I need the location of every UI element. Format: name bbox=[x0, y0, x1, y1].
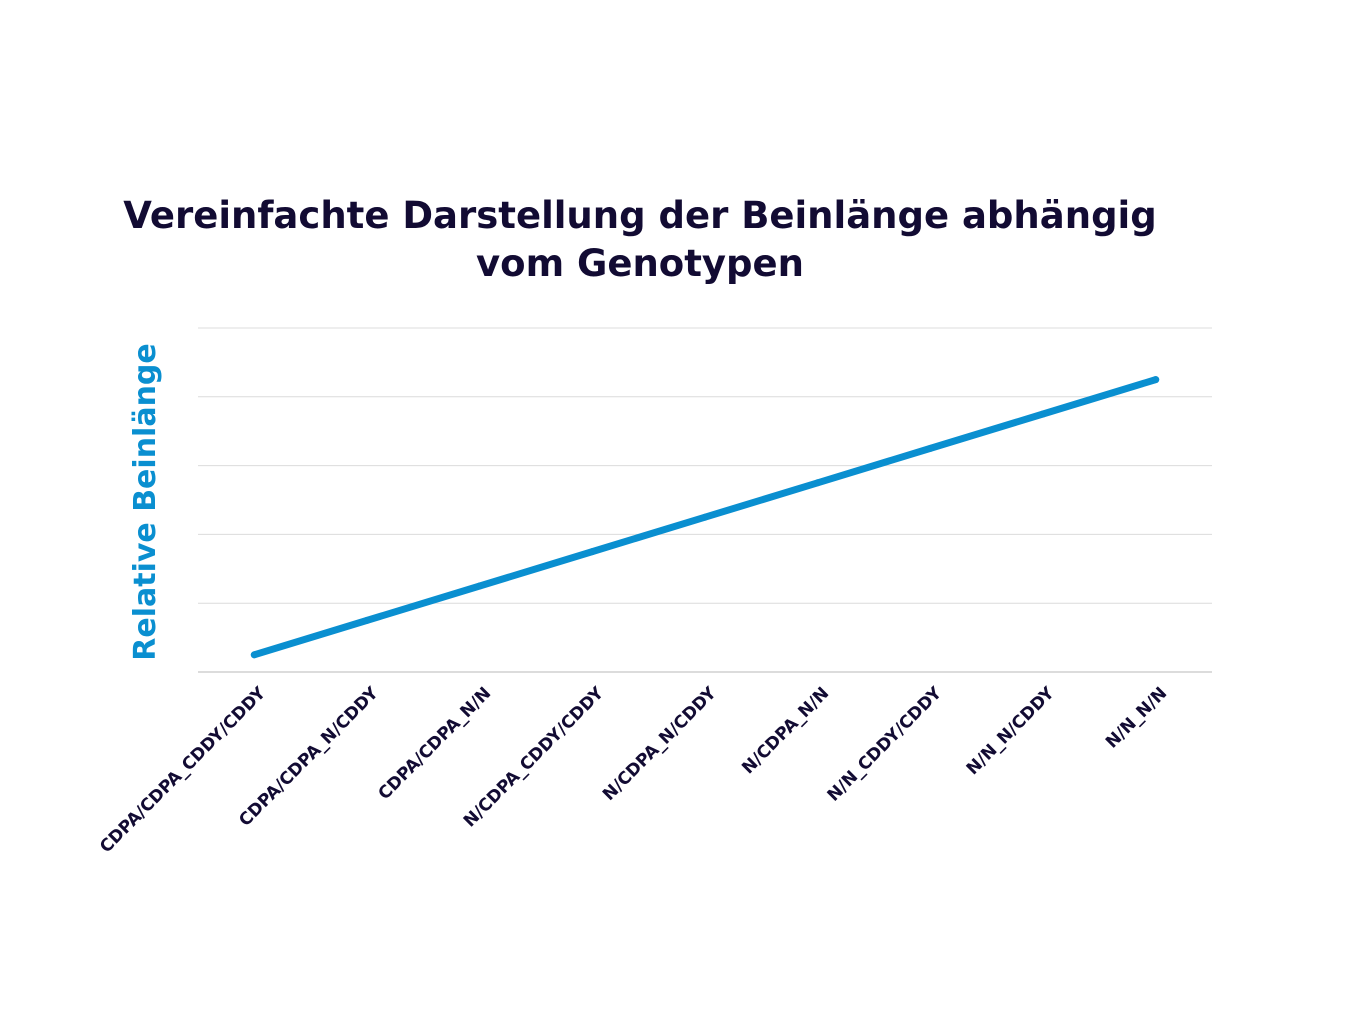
x-tick-label: N/CDPA_N/N bbox=[738, 683, 833, 778]
data-point bbox=[250, 651, 258, 659]
x-tick-label: CDPA/CDPA_CDDY/CDDY bbox=[96, 683, 270, 857]
chart-title-line-2: vom Genotypen bbox=[476, 242, 804, 285]
x-tick-label: N/N_N/CDDY bbox=[963, 683, 1059, 779]
data-point bbox=[363, 616, 371, 624]
data-point bbox=[701, 513, 709, 521]
data-point bbox=[588, 548, 596, 556]
y-axis-label: Relative Beinlänge bbox=[128, 343, 163, 661]
data-point bbox=[814, 479, 822, 487]
data-point bbox=[1152, 376, 1160, 384]
x-tick-label: N/N_N/N bbox=[1102, 683, 1171, 752]
series-layer bbox=[250, 376, 1160, 659]
x-tick-label: N/CDPA_N/CDDY bbox=[599, 683, 721, 805]
x-tick-label: N/N_CDDY/CDDY bbox=[824, 683, 947, 806]
x-tick-labels: CDPA/CDPA_CDDY/CDDYCDPA/CDPA_N/CDDYCDPA/… bbox=[96, 683, 1171, 857]
x-tick-label: CDPA/CDPA_N/N bbox=[375, 683, 496, 804]
chart-title-line-1: Vereinfachte Darstellung der Beinlänge a… bbox=[123, 194, 1156, 237]
data-point bbox=[926, 444, 934, 452]
data-point bbox=[476, 582, 484, 590]
data-point bbox=[1039, 410, 1047, 418]
gridlines bbox=[198, 327, 1212, 673]
